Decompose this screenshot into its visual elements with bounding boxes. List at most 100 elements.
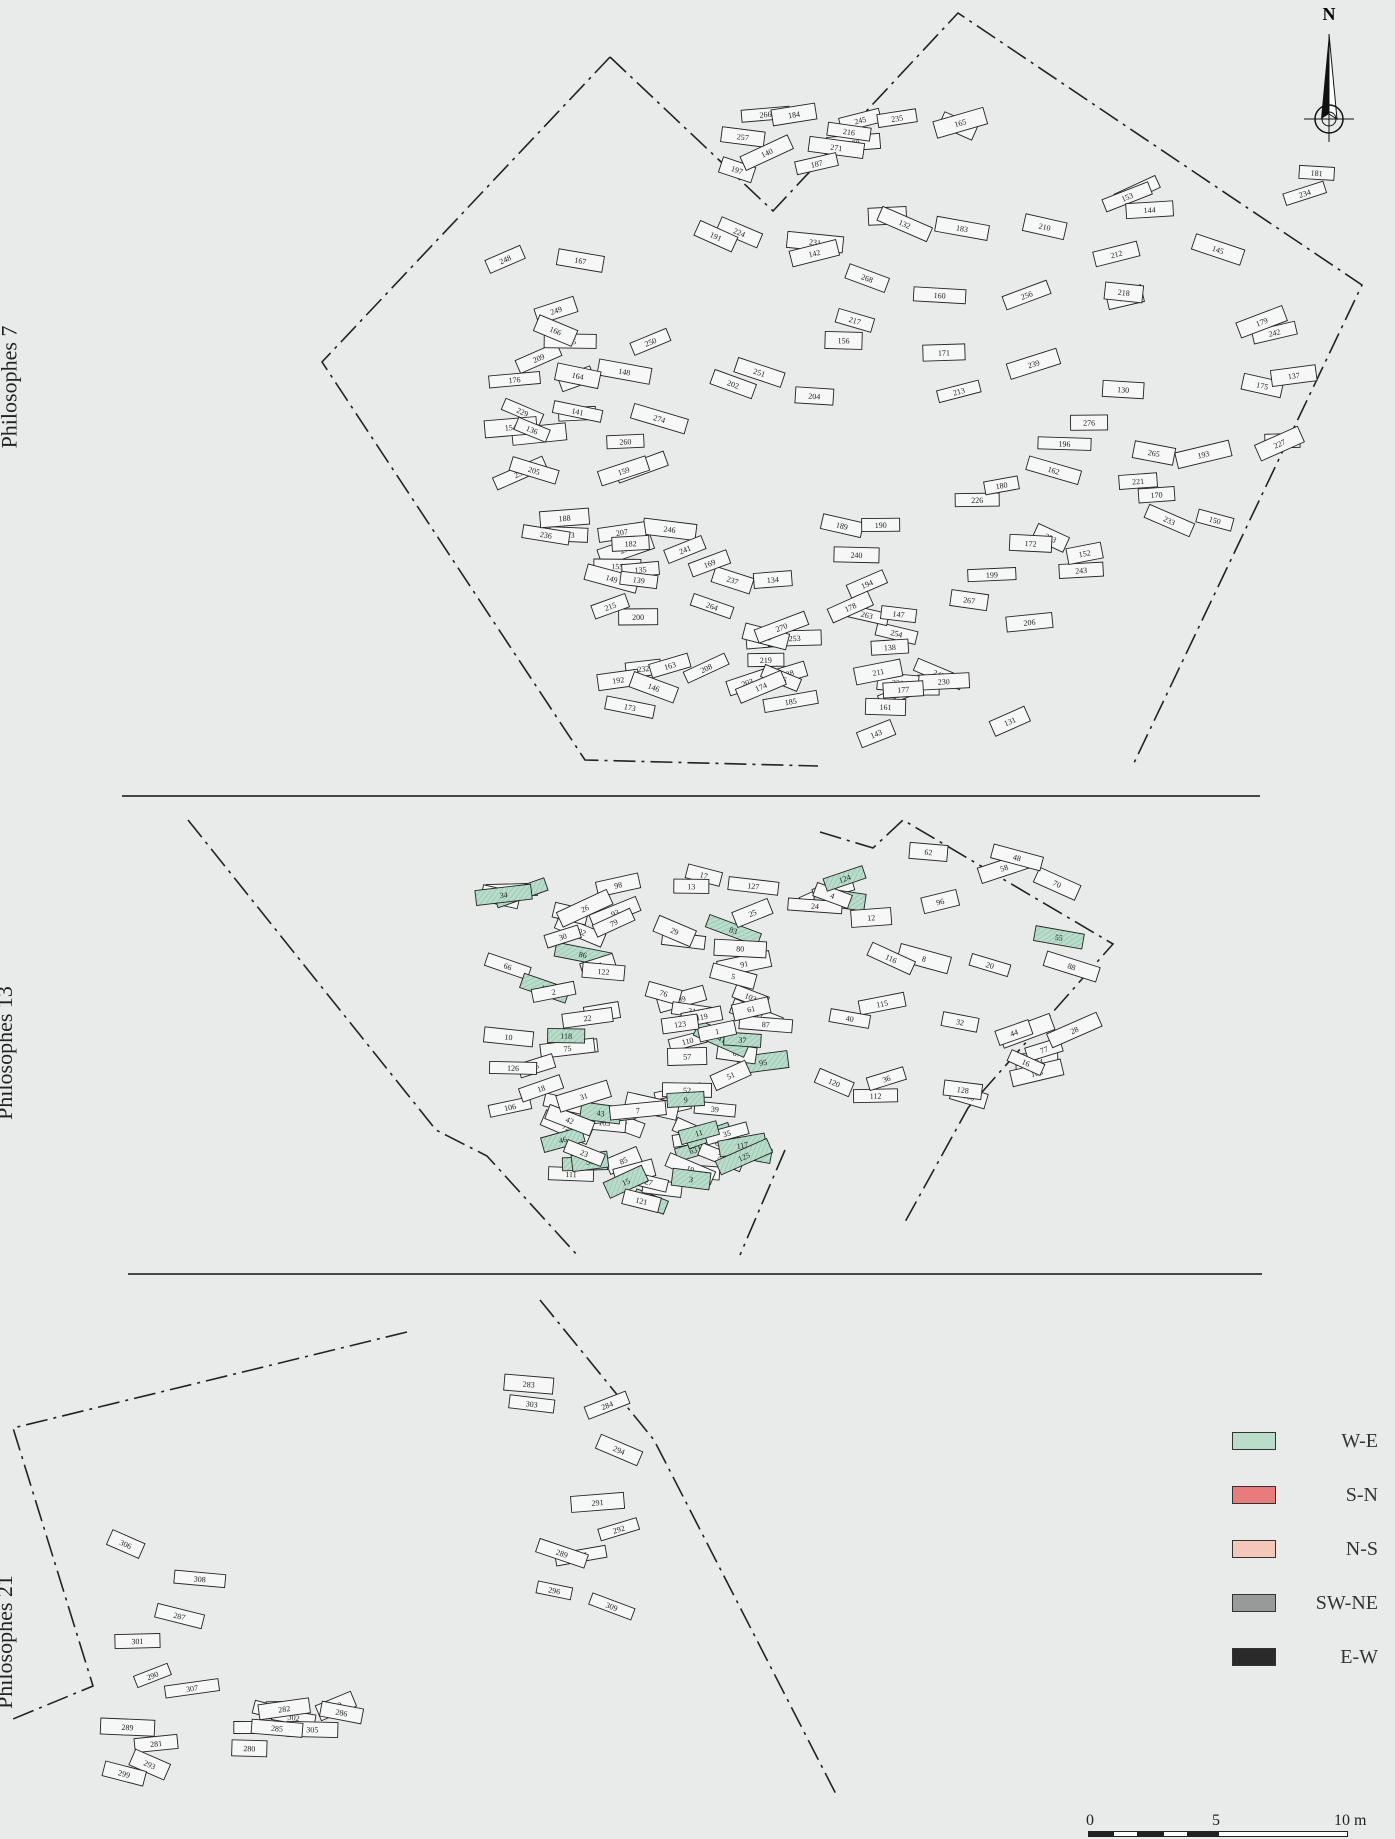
grave-number: 29 bbox=[669, 926, 680, 937]
grave-number: 31 bbox=[579, 1091, 589, 1102]
grave-37: 37 bbox=[723, 1031, 762, 1048]
grave-number: 57 bbox=[683, 1052, 691, 1061]
grave-number: 165 bbox=[953, 117, 967, 129]
grave-number: 292 bbox=[612, 1524, 626, 1536]
grave-30: 30 bbox=[543, 924, 582, 949]
grave-number: 180 bbox=[995, 480, 1008, 491]
grave-number: 34 bbox=[499, 890, 508, 900]
grave-206: 206 bbox=[1005, 611, 1054, 633]
grave-138: 138 bbox=[870, 638, 910, 656]
grave-number: 193 bbox=[1197, 449, 1211, 461]
grave-number: 256 bbox=[1020, 289, 1034, 302]
grave-42: 42 bbox=[544, 1103, 596, 1137]
grave-120: 120 bbox=[813, 1067, 855, 1098]
grave-number: 79 bbox=[608, 917, 619, 929]
grave-number: 177 bbox=[897, 685, 910, 695]
section-label-p21: Philosophes 21 bbox=[0, 1575, 17, 1709]
grave-number: 119 bbox=[695, 1012, 708, 1023]
grave-number: 270 bbox=[774, 621, 788, 634]
grave-267: 267 bbox=[949, 589, 990, 612]
grave-284: 284 bbox=[583, 1390, 631, 1420]
grave-number: 170 bbox=[1150, 490, 1163, 500]
grave-29: 29 bbox=[652, 914, 698, 948]
grave-270: 270 bbox=[753, 610, 810, 644]
grave-number: 46 bbox=[558, 1135, 568, 1146]
legend-swatch-ns bbox=[1232, 1540, 1276, 1558]
grave-26: 26 bbox=[555, 888, 614, 928]
grave-184: 184 bbox=[770, 102, 818, 127]
grave-299: 299 bbox=[101, 1760, 147, 1787]
grave-number: 51 bbox=[725, 1070, 736, 1081]
grave-number: 28 bbox=[1069, 1025, 1080, 1036]
grave-number: 160 bbox=[933, 291, 945, 301]
grave-174: 174 bbox=[734, 669, 787, 704]
grave-number: 290 bbox=[145, 1670, 159, 1683]
grave-number: 167 bbox=[574, 256, 587, 267]
grave-40: 40 bbox=[828, 1008, 872, 1029]
grave-167: 167 bbox=[555, 248, 605, 273]
grave-number: 43 bbox=[596, 1108, 605, 1118]
grave-204: 204 bbox=[794, 386, 835, 406]
grave-number: 156 bbox=[837, 336, 849, 345]
grave-number: 185 bbox=[784, 696, 797, 707]
scale-tick: 0 bbox=[1086, 1812, 1094, 1829]
grave-number: 26 bbox=[579, 903, 590, 915]
grave-307: 307 bbox=[163, 1678, 221, 1699]
grave-16: 16 bbox=[1006, 1049, 1046, 1077]
grave-number: 268 bbox=[860, 272, 874, 285]
grave-96: 96 bbox=[920, 888, 961, 915]
grave-number: 294 bbox=[612, 1444, 627, 1457]
grave-246: 246 bbox=[641, 517, 698, 541]
grave-number: 161 bbox=[879, 703, 891, 712]
grave-number: 200 bbox=[632, 613, 644, 622]
grave-1: 1 bbox=[696, 1019, 738, 1043]
scale-tick: 5 bbox=[1212, 1812, 1220, 1829]
grave-number: 227 bbox=[1272, 438, 1287, 451]
grave-182: 182 bbox=[611, 534, 650, 552]
grave-number: 25 bbox=[747, 908, 758, 919]
grave-number: 179 bbox=[1255, 316, 1269, 329]
grave-number: 264 bbox=[705, 600, 719, 612]
legend-entry: SW-NE bbox=[1232, 1592, 1382, 1616]
grave-200: 200 bbox=[618, 608, 659, 626]
grave-number: 234 bbox=[1298, 188, 1312, 200]
grave-285: 285 bbox=[250, 1718, 304, 1738]
grave-181: 181 bbox=[1298, 164, 1336, 181]
grave-306: 306 bbox=[105, 1529, 146, 1559]
grave-8: 8 bbox=[896, 943, 953, 975]
grave-number: 280 bbox=[243, 1744, 255, 1753]
grave-number: 205 bbox=[527, 465, 541, 477]
grave-number: 139 bbox=[632, 575, 645, 585]
grave-226: 226 bbox=[954, 492, 1000, 508]
grave-number: 58 bbox=[999, 863, 1009, 874]
grave-number: 112 bbox=[870, 1092, 882, 1101]
grave-171: 171 bbox=[922, 343, 966, 362]
grave-116: 116 bbox=[866, 941, 917, 976]
grave-number: 39 bbox=[710, 1105, 719, 1115]
grave-88: 88 bbox=[1042, 950, 1101, 983]
grave-178: 178 bbox=[826, 590, 875, 624]
grave-number: 184 bbox=[787, 110, 800, 121]
grave-180: 180 bbox=[983, 475, 1020, 496]
grave-227: 227 bbox=[1253, 425, 1305, 462]
grave-number: 130 bbox=[1117, 385, 1130, 395]
grave-28: 28 bbox=[1046, 1011, 1103, 1049]
grave-211: 211 bbox=[852, 658, 904, 686]
grave-number: 66 bbox=[502, 961, 512, 972]
grave-148: 148 bbox=[596, 358, 653, 385]
grave-number: 36 bbox=[881, 1074, 891, 1085]
grave-144: 144 bbox=[1125, 200, 1175, 220]
grave-number: 146 bbox=[646, 681, 660, 694]
grave-309: 309 bbox=[588, 1592, 636, 1621]
grave-301: 301 bbox=[114, 1633, 161, 1650]
grave-number: 8 bbox=[921, 954, 927, 964]
grave-237: 237 bbox=[710, 565, 755, 595]
grave-10: 10 bbox=[482, 1026, 535, 1048]
boundary-p21 bbox=[539, 1299, 839, 1799]
grave-286: 286 bbox=[318, 1700, 365, 1725]
scale-segment bbox=[1163, 1831, 1188, 1837]
grave-number: 260 bbox=[619, 437, 631, 447]
scale-segment bbox=[1088, 1831, 1113, 1837]
grave-number: 142 bbox=[808, 248, 822, 260]
grave-number: 30 bbox=[558, 932, 568, 943]
